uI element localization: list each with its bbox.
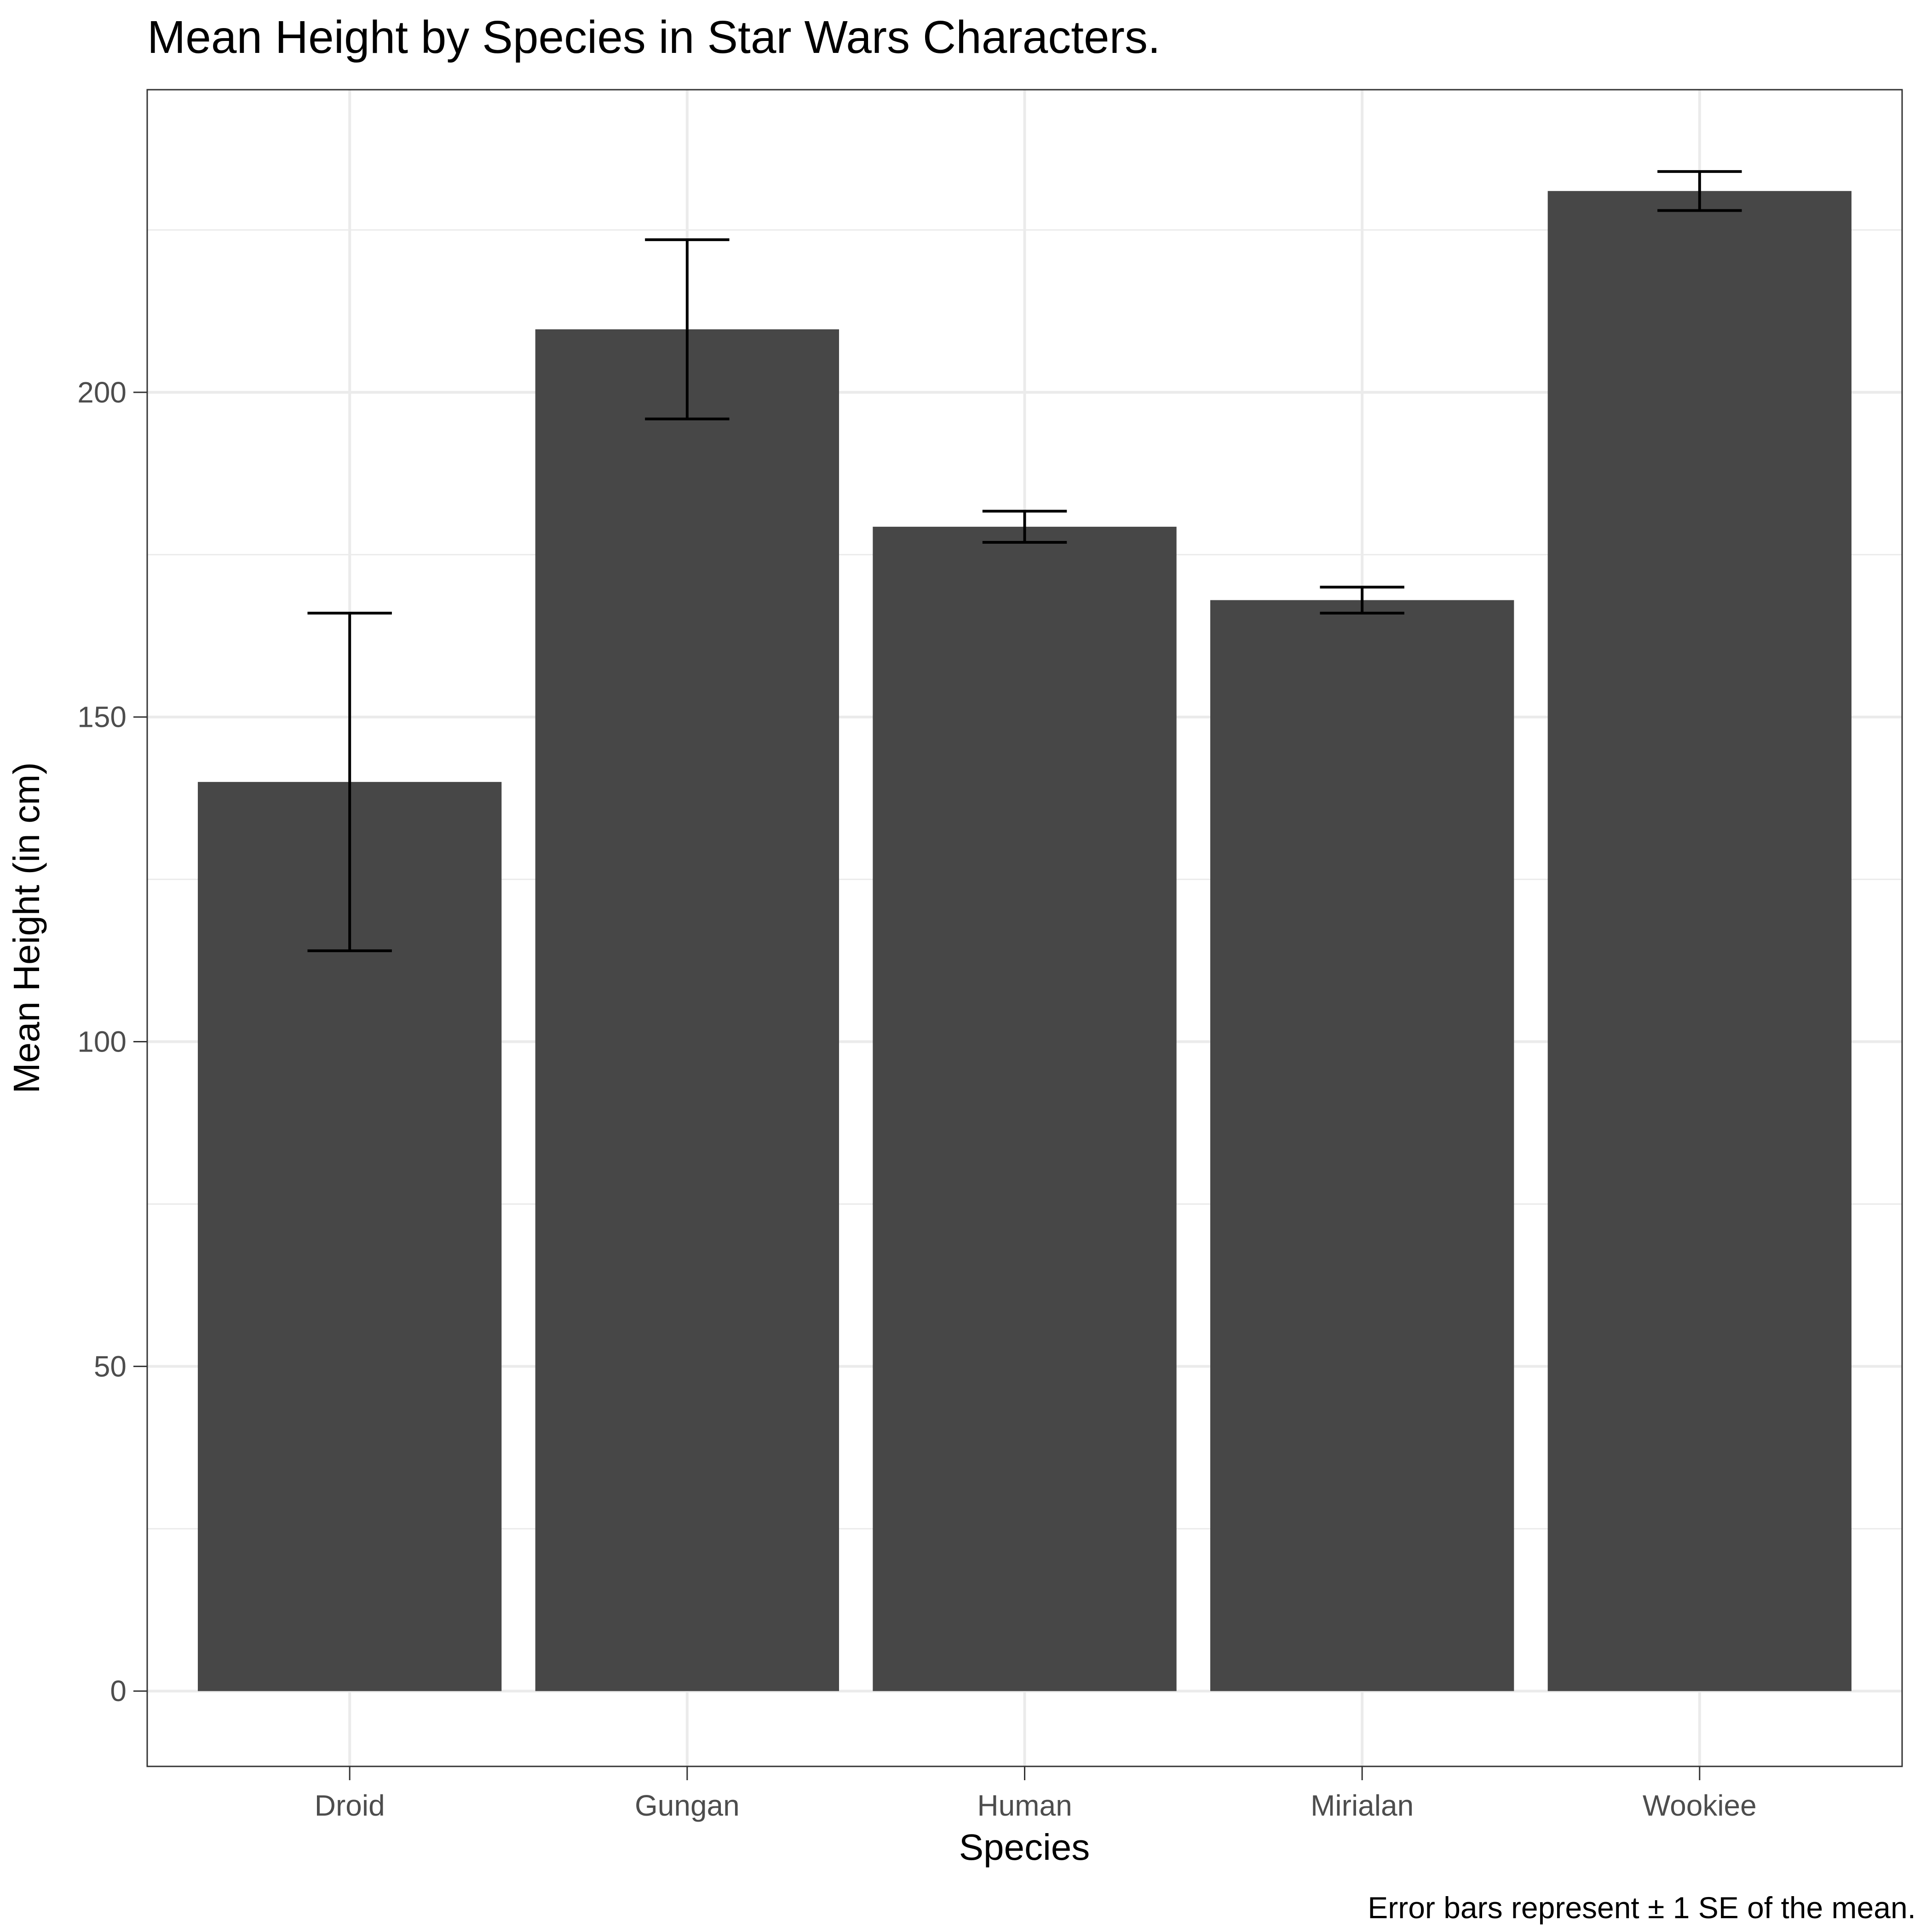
x-tick-label: Droid [315,1789,385,1822]
y-tick-label: 50 [94,1350,126,1383]
y-tick-label: 150 [77,701,126,734]
chart-caption: Error bars represent ± 1 SE of the mean. [1368,1891,1916,1925]
bar-wookiee [1547,191,1852,1691]
bar-human [873,527,1177,1691]
x-axis-title: Species [959,1827,1090,1868]
chart-title: Mean Height by Species in Star Wars Char… [147,12,1161,63]
x-tick-label: Wookiee [1643,1789,1757,1822]
bars [198,191,1852,1691]
error-bar-mirialan [1320,586,1404,615]
error-bar-droid [307,611,392,952]
y-axis-title: Mean Height (in cm) [6,762,47,1093]
y-tick-label: 0 [110,1674,126,1708]
error-bar-gungan [645,238,730,420]
bar-gungan [535,329,839,1691]
error-bar-wookiee [1657,170,1742,212]
x-tick-label: Human [977,1789,1072,1822]
bar-mirialan [1210,600,1514,1691]
y-tick-label: 100 [77,1025,126,1058]
error-bar-human [982,510,1067,544]
x-axis: Droid Gungan Human Mirialan Wookiee [315,1766,1757,1822]
x-tick-label: Gungan [635,1789,740,1822]
x-tick-label: Mirialan [1311,1789,1414,1822]
y-tick-label: 200 [77,376,126,409]
y-axis: 0 50 100 150 200 [77,376,147,1708]
error-bars [307,170,1742,952]
